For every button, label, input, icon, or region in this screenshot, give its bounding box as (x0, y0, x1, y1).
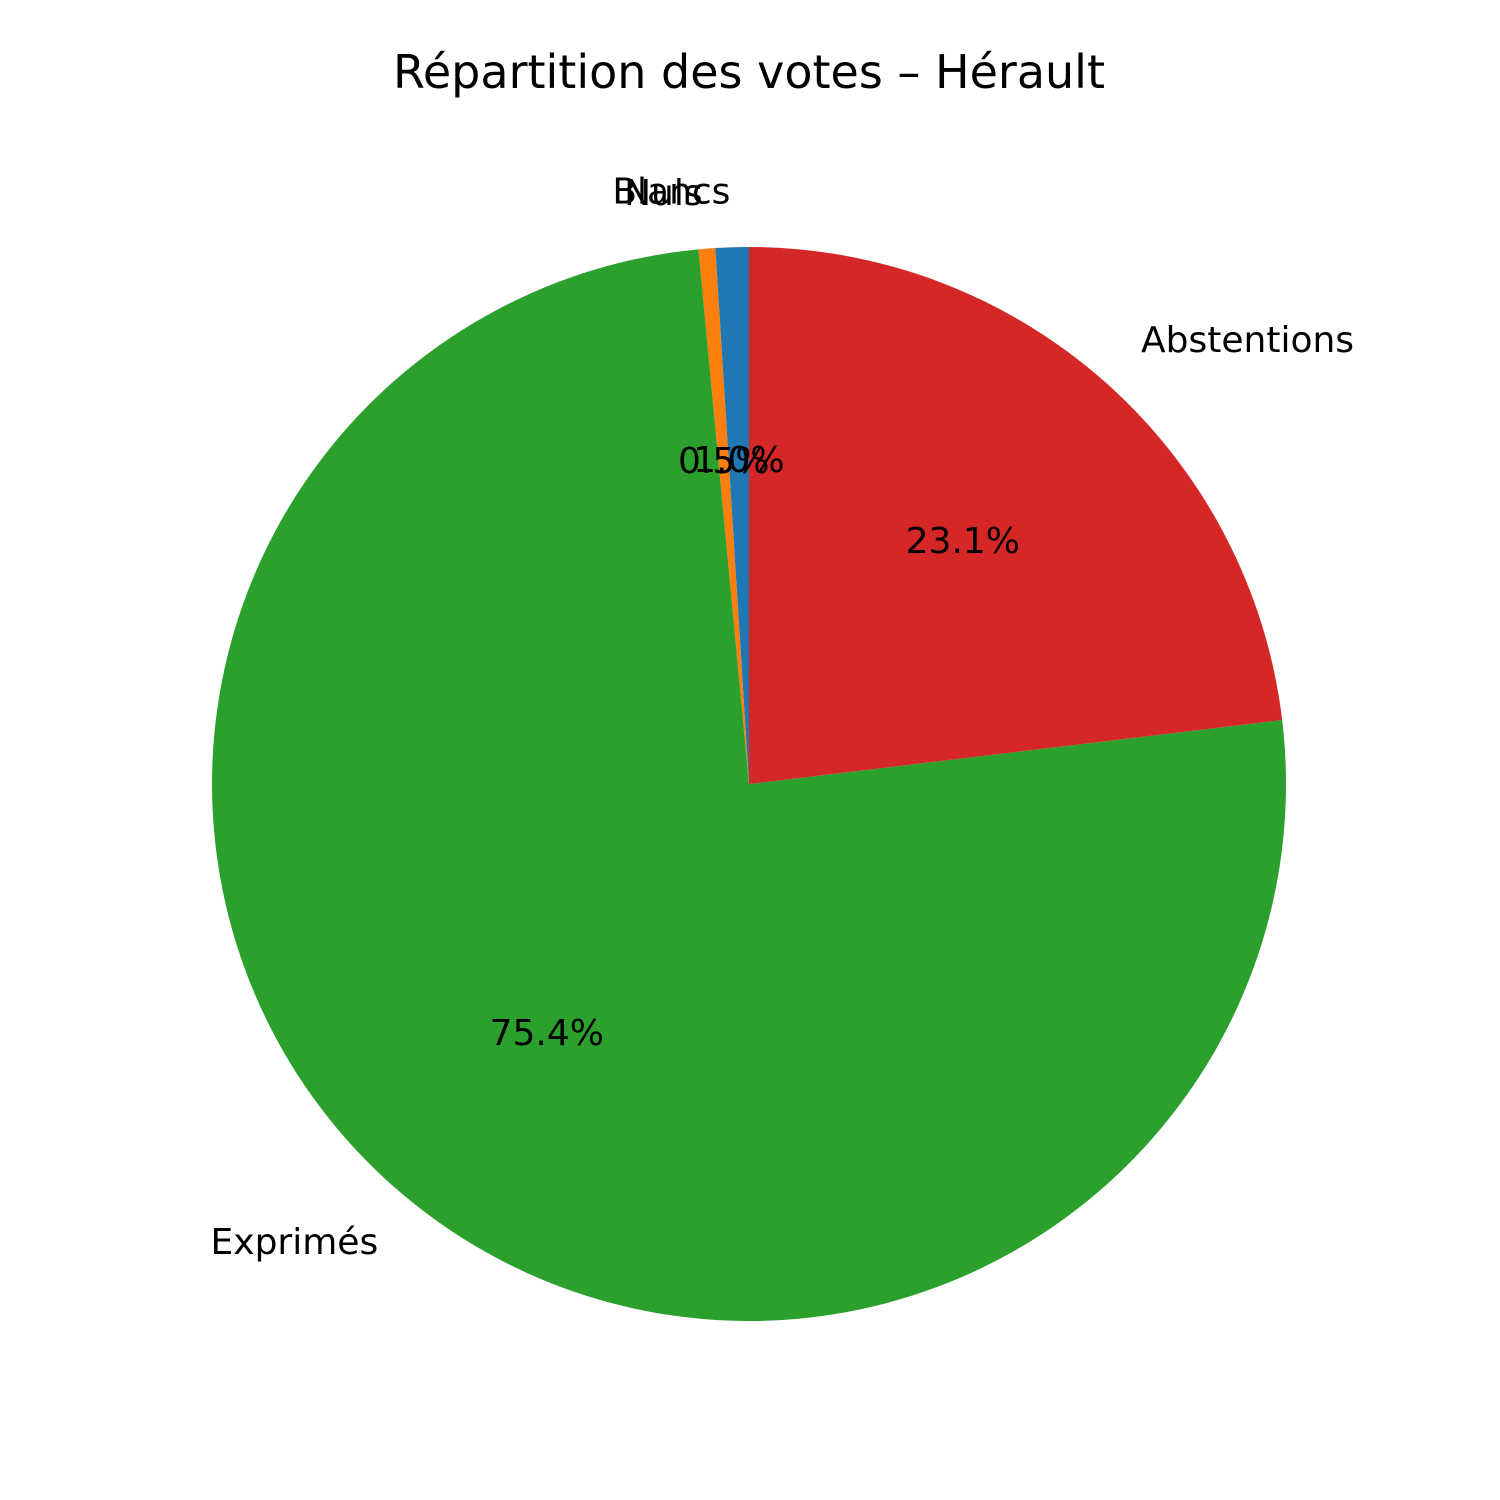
slice-label: Exprimés (211, 1222, 379, 1263)
pie-slice-nuls (698, 248, 749, 785)
pie-slice-exprim-s (212, 249, 1287, 1322)
slice-label: Abstentions (1141, 320, 1354, 361)
slice-percent-label: 0.5% (678, 441, 769, 482)
pie-slice-blancs (715, 247, 749, 784)
slice-percent-label: 75.4% (490, 1013, 604, 1054)
slice-percent-label: 23.1% (906, 521, 1020, 562)
pie-labels: Blancs 1.0% Nuls 0.5% Exprimés 75.4% Abstentio… (211, 172, 1355, 1263)
slice-label: Nuls (624, 173, 703, 214)
pie-slice-abstentions (749, 247, 1283, 784)
slice-percent-label: 1.0% (693, 440, 784, 481)
slice-label: Blancs (612, 172, 730, 213)
pie-slices (212, 247, 1287, 1322)
chart-title: Répartition des votes – Hérault (393, 45, 1105, 99)
